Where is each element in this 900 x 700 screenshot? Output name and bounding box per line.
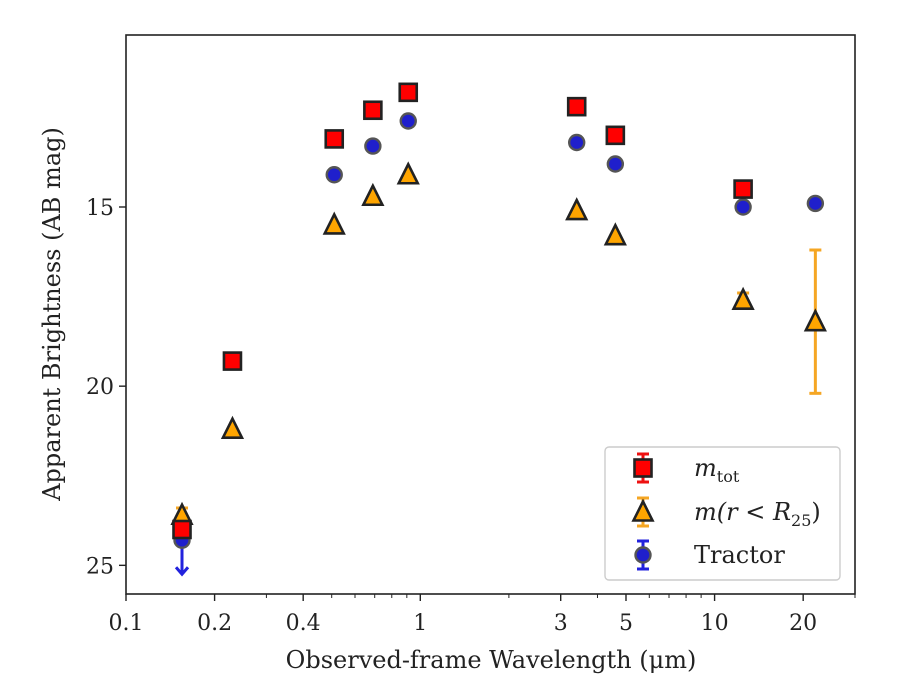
- data-point-square: [363, 100, 383, 121]
- data-point-circle: [568, 133, 586, 152]
- x-axis-title: Observed-frame Wavelength (μm): [286, 646, 697, 674]
- data-point-square: [324, 129, 345, 149]
- x-tick-label: 0.2: [197, 611, 232, 636]
- data-point-circle: [364, 137, 382, 155]
- legend-marker-triangle: [631, 498, 655, 522]
- x-tick-label: 0.4: [286, 611, 321, 636]
- legend-label: Tractor: [694, 541, 785, 569]
- data-point-square: [605, 125, 626, 146]
- legend-item: Tractor: [634, 539, 785, 571]
- x-tick-label: 1: [413, 611, 427, 636]
- data-point-circle: [734, 198, 752, 216]
- data-point-circle: [806, 194, 825, 213]
- data-point-square: [733, 179, 753, 199]
- y-tick-label: 25: [86, 554, 114, 579]
- y-tick-label: 15: [86, 196, 114, 221]
- data-point-square: [222, 351, 243, 371]
- data-point-triangle: [731, 286, 755, 310]
- data-point-triangle: [565, 197, 589, 221]
- y-tick-label: 20: [86, 375, 114, 400]
- legend-label: m(r < R25): [694, 498, 821, 530]
- legend-item: mtot: [633, 452, 740, 486]
- y-axis-title: Apparent Brightness (AB mag): [38, 127, 66, 502]
- data-point-circle: [325, 166, 343, 184]
- data-point-triangle: [803, 308, 827, 332]
- data-point-triangle: [396, 161, 420, 185]
- x-tick-label: 5: [619, 611, 633, 636]
- data-point-triangle: [603, 222, 627, 246]
- data-point-circle: [399, 112, 417, 130]
- x-tick-label: 3: [554, 611, 568, 636]
- legend: mtot m(r < R25) Tractor: [604, 446, 841, 581]
- plot-frame: [125, 34, 856, 595]
- x-tick-label: 10: [701, 611, 729, 636]
- data-point-triangle: [322, 211, 346, 235]
- data-point-square: [398, 82, 419, 103]
- legend-marker-square: [633, 458, 653, 478]
- data-point-square: [172, 519, 192, 540]
- data-point-triangle: [361, 182, 385, 207]
- data-point-triangle: [220, 415, 245, 439]
- x-tick-label: 20: [789, 611, 817, 636]
- data-point-square: [566, 96, 587, 117]
- x-tick-label: 0.1: [109, 611, 144, 636]
- legend-label: mtot: [694, 454, 740, 486]
- legend-item: m(r < R25): [631, 496, 821, 530]
- legend-marker-circle: [634, 546, 652, 564]
- upper-limit-arrow: [174, 566, 190, 577]
- legend-box: [604, 446, 841, 581]
- data-point-circle: [606, 155, 625, 173]
